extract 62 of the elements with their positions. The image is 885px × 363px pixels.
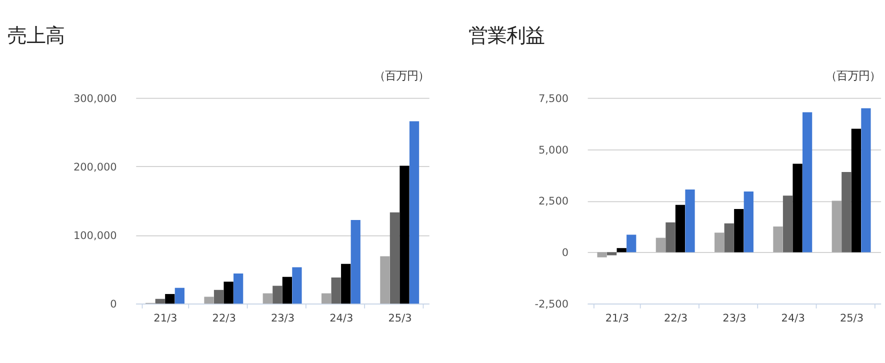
y-tick-label: 300,000 xyxy=(73,92,117,105)
bar xyxy=(155,298,165,304)
bar xyxy=(626,234,636,252)
bar xyxy=(792,164,802,252)
bar xyxy=(666,222,676,252)
bar xyxy=(597,252,607,258)
bar xyxy=(165,294,175,304)
bar xyxy=(272,286,282,304)
chart-title: 売上高 xyxy=(7,24,64,47)
bar xyxy=(744,192,754,252)
bar xyxy=(724,223,734,252)
bar xyxy=(350,220,360,304)
bar xyxy=(224,282,234,304)
bar xyxy=(204,296,214,304)
x-tick-label: 21/3 xyxy=(154,312,178,325)
bar xyxy=(400,166,410,304)
y-tick-label: 7,500 xyxy=(538,92,569,105)
bar xyxy=(802,112,812,252)
bar xyxy=(214,290,224,304)
x-tick-label: 25/3 xyxy=(388,312,412,325)
bar xyxy=(861,108,871,252)
x-tick-label: 23/3 xyxy=(270,312,295,325)
x-tick-label: 21/3 xyxy=(605,312,629,325)
bar xyxy=(734,208,744,252)
y-axis-title: （百万円） xyxy=(826,68,881,83)
y-tick-label: 2,500 xyxy=(538,196,569,208)
bar xyxy=(782,196,793,252)
bar xyxy=(321,293,332,304)
x-tick-label: 24/3 xyxy=(781,312,805,325)
chart-title: 営業利益 xyxy=(468,24,545,47)
bar xyxy=(331,278,341,304)
bar xyxy=(656,238,666,252)
bar xyxy=(842,172,852,252)
bar xyxy=(616,248,626,252)
bar xyxy=(675,204,686,252)
bar xyxy=(409,121,420,304)
y-axis-title: （百万円） xyxy=(374,68,429,83)
x-tick-label: 25/3 xyxy=(840,312,864,325)
bar xyxy=(282,276,292,304)
y-tick-label: 200,000 xyxy=(73,161,117,174)
bar xyxy=(390,212,400,304)
x-tick-label: 24/3 xyxy=(330,312,354,325)
y-tick-label: -2,500 xyxy=(534,298,569,311)
bar xyxy=(292,267,302,304)
bar xyxy=(174,288,184,304)
bar xyxy=(832,200,842,252)
y-tick-label: 100,000 xyxy=(73,230,117,242)
bar xyxy=(341,264,351,304)
bar xyxy=(606,252,617,256)
bar xyxy=(380,256,390,304)
y-tick-label: 0 xyxy=(110,298,117,311)
bar xyxy=(262,293,272,304)
bar xyxy=(685,189,695,252)
y-tick-label: 5,000 xyxy=(538,144,569,156)
x-tick-label: 23/3 xyxy=(722,312,746,325)
bar xyxy=(773,226,783,252)
y-tick-label: 0 xyxy=(562,247,569,260)
bar xyxy=(851,128,861,252)
bar xyxy=(714,232,724,252)
bar xyxy=(234,273,244,304)
x-tick-label: 22/3 xyxy=(212,312,236,325)
x-tick-label: 22/3 xyxy=(664,312,688,325)
